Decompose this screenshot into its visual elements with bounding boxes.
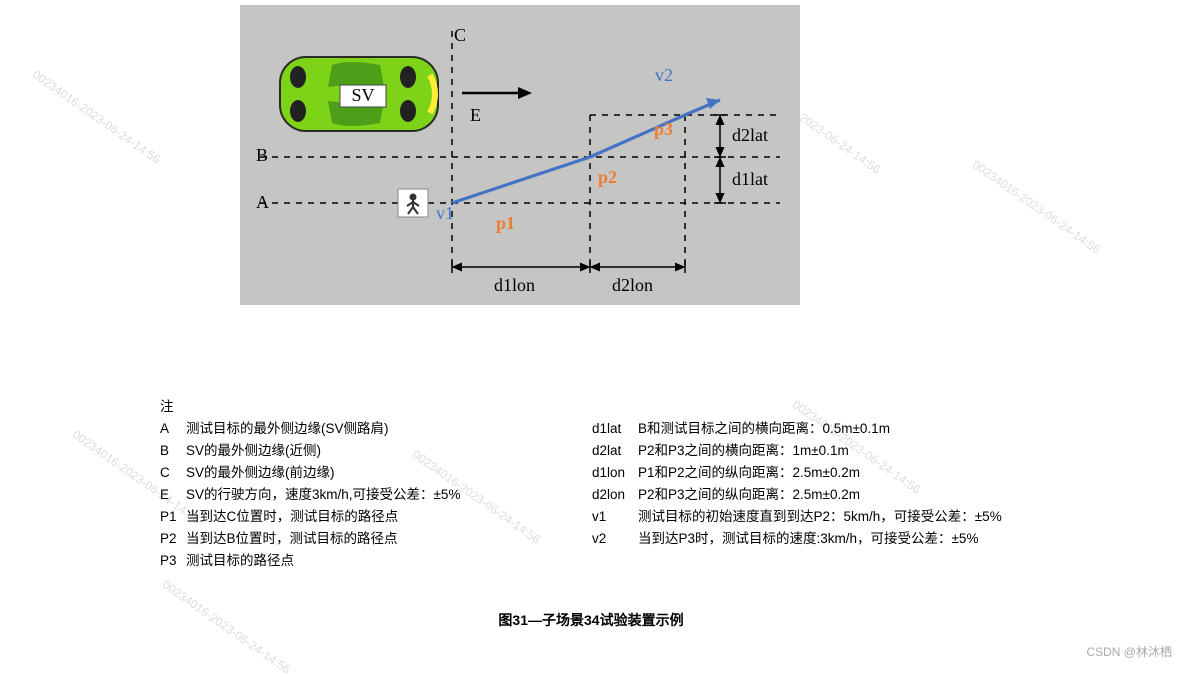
note-row: P1当到达C位置时，测试目标的路径点 bbox=[160, 506, 592, 528]
diagram-svg: SV bbox=[240, 5, 800, 305]
diag-watermark: 00234016-2023-06-24-14:56 bbox=[30, 67, 163, 166]
note-row: d1lonP1和P2之间的纵向距离：2.5m±0.2m bbox=[592, 462, 1120, 484]
notes-left-col: A测试目标的最外侧边缘(SV侧路肩) BSV的最外侧边缘(近侧) CSV的最外侧… bbox=[160, 418, 592, 572]
label-B: B bbox=[256, 145, 268, 166]
notes-right-col: d1latB和测试目标之间的横向距离：0.5m±0.1m d2latP2和P3之… bbox=[592, 418, 1120, 572]
note-row: CSV的最外侧边缘(前边缘) bbox=[160, 462, 592, 484]
note-row: v2当到达P3时，测试目标的速度:3km/h，可接受公差：±5% bbox=[592, 528, 1120, 550]
figure-caption: 图31—子场景34试验装置示例 bbox=[0, 610, 1182, 630]
notes-header: 注 bbox=[160, 396, 1120, 418]
label-p3: p3 bbox=[654, 119, 673, 140]
label-C: C bbox=[454, 25, 466, 46]
notes-block: 注 A测试目标的最外侧边缘(SV侧路肩) BSV的最外侧边缘(近侧) CSV的最… bbox=[160, 396, 1120, 572]
label-p1: p1 bbox=[496, 213, 515, 234]
label-d1lat: d1lat bbox=[732, 169, 768, 190]
label-v2: v2 bbox=[655, 65, 673, 86]
label-p2: p2 bbox=[598, 167, 617, 188]
note-row: BSV的最外侧边缘(近侧) bbox=[160, 440, 592, 462]
diag-watermark: 00234016-2023-06-24-14:56 bbox=[970, 157, 1103, 256]
arrow-E-head bbox=[518, 87, 532, 99]
note-row: A测试目标的最外侧边缘(SV侧路肩) bbox=[160, 418, 592, 440]
note-row: d2latP2和P3之间的横向距离：1m±0.1m bbox=[592, 440, 1120, 462]
label-d1lon: d1lon bbox=[494, 275, 535, 296]
label-v1: v1 bbox=[436, 203, 454, 224]
car-sv: SV bbox=[280, 57, 438, 131]
label-A: A bbox=[256, 192, 269, 213]
label-E: E bbox=[470, 105, 481, 126]
car-label: SV bbox=[351, 85, 374, 105]
diagram-stage: SV C E B A v1 v2 p1 p2 p3 d1lon d2lon d1… bbox=[240, 5, 800, 305]
note-row: d1latB和测试目标之间的横向距离：0.5m±0.1m bbox=[592, 418, 1120, 440]
note-row: ESV的行驶方向，速度3km/h,可接受公差：±5% bbox=[160, 484, 592, 506]
note-row: v1测试目标的初始速度直到到达P2：5km/h，可接受公差：±5% bbox=[592, 506, 1120, 528]
pedestrian-icon bbox=[398, 189, 428, 217]
note-row: P3测试目标的路径点 bbox=[160, 550, 592, 572]
note-row: P2当到达B位置时，测试目标的路径点 bbox=[160, 528, 592, 550]
label-d2lon: d2lon bbox=[612, 275, 653, 296]
note-row: d2lonP2和P3之间的纵向距离：2.5m±0.2m bbox=[592, 484, 1120, 506]
label-d2lat: d2lat bbox=[732, 125, 768, 146]
watermark: CSDN @林沐栖 bbox=[1086, 643, 1172, 660]
